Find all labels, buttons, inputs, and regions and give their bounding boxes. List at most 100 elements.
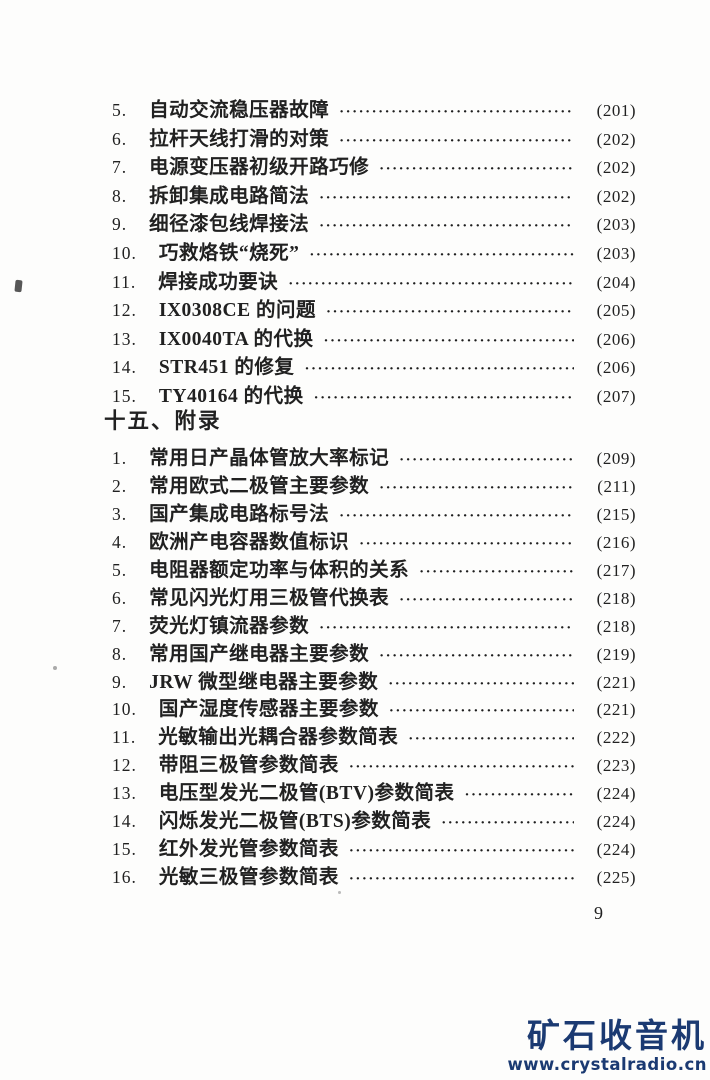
item-title: 欧洲产电容器数值标识 [149,531,350,553]
item-title: 拆卸集成电路简法 [149,185,310,207]
toc-item: 5. 自动交流稳压器故障 (201) [112,93,636,122]
item-page-number: (224) [596,812,636,832]
toc-item: 14. 闪烁发光二极管(BTS)参数简表 (224) [112,804,636,832]
item-number: 2. [112,475,128,496]
dot-leader [379,480,574,497]
item-number: 10. [112,699,137,720]
item-page-number: (201) [596,101,636,120]
item-page-number: (206) [596,329,636,349]
item-number: 15. [112,385,137,406]
toc-item: 3. 国产集成电路标号法 (215) [112,497,636,525]
item-page-number: (203) [596,215,636,235]
ink-speck [14,279,23,293]
item-number: 11. [112,271,137,292]
toc-chapter-list: 5. 自动交流稳压器故障 (201) 6. 拉杆天线打滑的对策 (202) 7.… [112,93,636,408]
dot-leader [339,508,574,525]
item-title: 焊接成功要诀 [158,271,279,293]
toc-item: 4. 欧洲产电容器数值标识 (216) [112,525,636,553]
item-number: 4. [112,531,128,552]
item-page-number: (218) [596,588,636,608]
toc-item: 15. 红外发光管参数简表 (224) [112,832,636,860]
item-number: 8. [112,185,128,206]
item-title: JRW 微型继电器主要参数 [149,671,379,693]
item-title: 拉杆天线打滑的对策 [149,128,330,150]
item-title: 常用欧式二极管主要参数 [149,475,370,497]
item-page-number: (225) [596,868,636,888]
dot-leader [324,333,575,350]
dot-leader [319,218,574,235]
dot-leader [379,648,574,665]
item-page-number: (211) [597,476,636,496]
toc-item: 10. 国产湿度传感器主要参数 (221) [112,692,636,720]
dot-leader [419,564,574,581]
item-page-number: (206) [596,358,636,378]
item-number: 12. [112,300,137,321]
toc-item: 6. 常见闪光灯用三极管代换表 (218) [112,581,636,609]
toc-item: 8. 拆卸集成电路简法 (202) [112,179,636,208]
dot-leader [319,620,574,637]
item-number: 7. [112,615,128,636]
item-title: 常见闪光灯用三极管代换表 [149,587,390,609]
item-page-number: (202) [596,129,636,149]
dot-leader [339,104,574,121]
toc-item: 11. 光敏输出光耦合器参数简表 (222) [112,720,636,748]
item-title: TY40164 的代换 [158,385,304,407]
item-title: 常用国产继电器主要参数 [149,643,370,665]
dot-leader [339,133,574,150]
item-page-number: (202) [596,158,636,178]
item-number: 12. [112,755,137,776]
ink-speck [53,666,57,670]
item-number: 7. [112,157,128,178]
toc-item: 15. TY40164 的代换 (207) [112,379,636,408]
dot-leader [349,871,574,888]
toc-item: 11. 焊接成功要诀 (204) [112,265,636,294]
item-page-number: (216) [596,532,636,552]
item-number: 14. [112,811,137,832]
item-page-number: (207) [596,386,636,406]
toc-item: 13. 电压型发光二极管(BTV)参数简表 (224) [112,776,636,804]
toc-item: 8. 常用国产继电器主要参数 (219) [112,637,636,665]
item-number: 6. [112,128,128,149]
section-header: 十五、附录 [104,409,222,433]
item-page-number: (219) [596,644,636,664]
item-page-number: (203) [596,243,636,263]
item-number: 15. [112,839,137,860]
item-title: STR451 的修复 [158,357,295,379]
item-page-number: (221) [596,672,636,692]
toc-appendix-list: 1. 常用日产晶体管放大率标记 (209) 2. 常用欧式二极管主要参数 (21… [112,441,636,888]
dot-leader [349,843,574,860]
crystalradio-logo: 矿石收音机 [527,1016,707,1056]
item-page-number: (221) [596,700,636,720]
item-title: 自动交流稳压器故障 [149,100,330,121]
dot-leader [304,361,574,378]
toc-item: 9. 细径漆包线焊接法 (203) [112,207,636,236]
item-number: 3. [112,503,128,524]
item-page-number: (224) [596,784,636,804]
toc-item: 16. 光敏三极管参数简表 (225) [112,860,636,888]
item-title: 国产集成电路标号法 [149,503,330,525]
toc-item: 10. 巧救烙铁“烧死” (203) [112,236,636,265]
dot-leader [379,161,574,178]
dot-leader [319,190,574,207]
dot-leader [441,815,574,832]
item-number: 8. [112,643,128,664]
toc-item: 12. 带阻三极管参数简表 (223) [112,748,636,776]
toc-item: 7. 电源变压器初级开路巧修 (202) [112,150,636,179]
item-number: 16. [112,867,137,888]
item-title: 带阻三极管参数简表 [158,755,339,777]
item-page-number: (202) [596,186,636,206]
toc-item: 9. JRW 微型继电器主要参数 (221) [112,665,636,693]
watermark-url: www.crystalradio.cn [507,1055,707,1074]
toc-item: 14. STR451 的修复 (206) [112,350,636,379]
item-number: 13. [112,783,137,804]
item-title: 光敏输出光耦合器参数简表 [158,727,399,749]
dot-leader [408,731,574,748]
page-number: 9 [594,903,603,923]
item-title: IX0308CE 的问题 [158,300,317,322]
item-page-number: (224) [596,840,636,860]
dot-leader [389,703,574,720]
toc-item: 2. 常用欧式二极管主要参数 (211) [112,469,636,497]
item-number: 6. [112,587,128,608]
item-number: 9. [112,671,128,692]
